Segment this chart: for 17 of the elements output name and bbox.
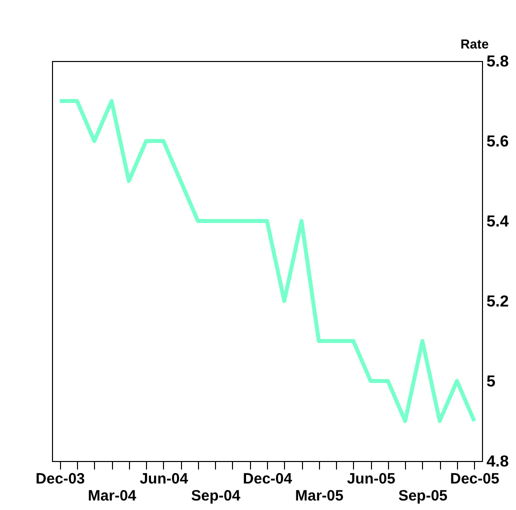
x-tick-label: Sep-04 xyxy=(191,488,241,504)
x-tick-label: Sep-05 xyxy=(398,488,448,504)
y-tick-label: 5 xyxy=(486,374,496,390)
y-tick-label: 5.2 xyxy=(486,294,509,310)
y-tick-label: 5.8 xyxy=(486,54,509,70)
x-tick-label: Jun-05 xyxy=(346,470,396,488)
y-tick-label: 5.4 xyxy=(486,214,509,230)
line-series xyxy=(58,99,476,423)
y-axis-title: Rate xyxy=(460,36,489,52)
x-tick-label: Mar-04 xyxy=(88,488,137,504)
x-tick-label: Dec-05 xyxy=(450,470,500,488)
x-tick-label: Dec-04 xyxy=(242,470,293,488)
y-tick-label: 5.6 xyxy=(486,134,509,150)
x-tick-label: Mar-05 xyxy=(295,488,344,504)
x-tick-label: Dec-03 xyxy=(36,470,85,488)
x-tick-label: Jun-04 xyxy=(140,470,189,488)
y-tick-label: 4.8 xyxy=(486,454,509,470)
